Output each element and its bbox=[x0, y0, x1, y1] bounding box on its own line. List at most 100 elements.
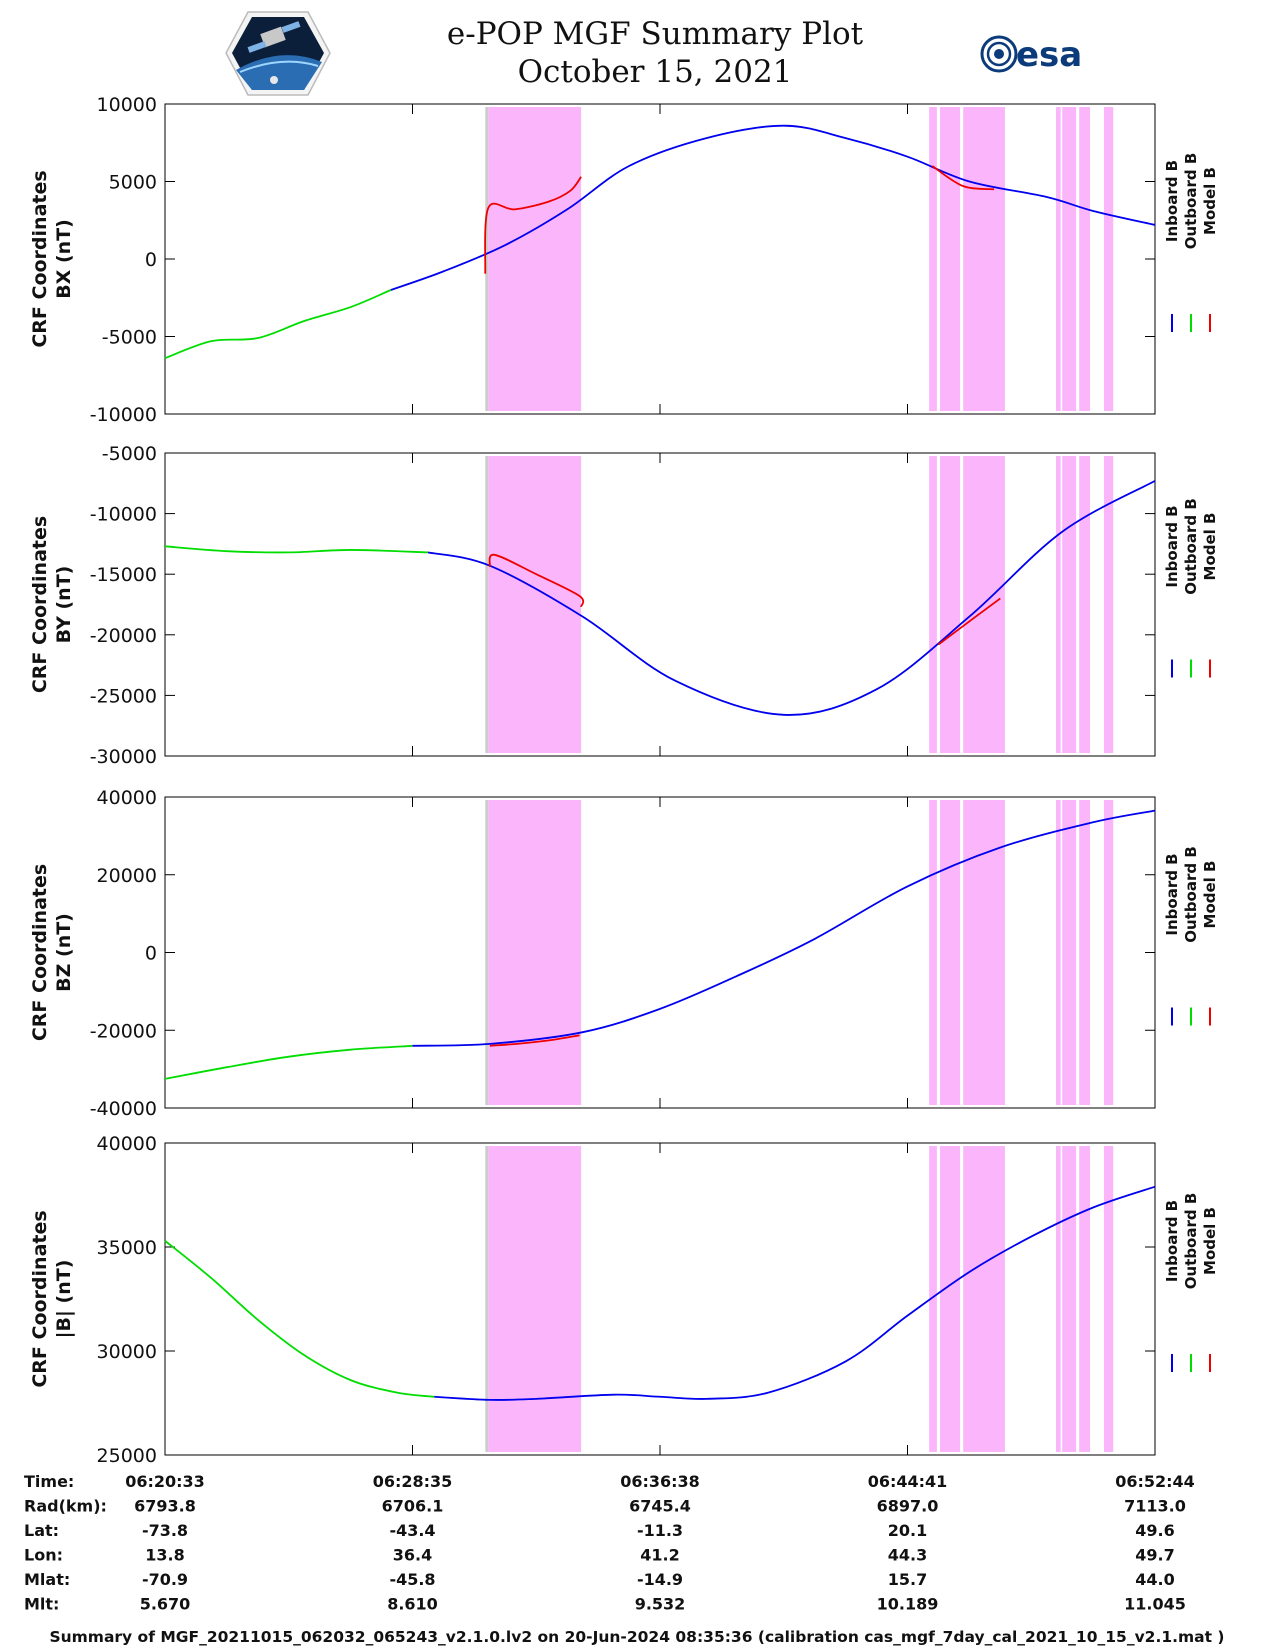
y-axis-label: CRF Coordinates bbox=[29, 1210, 51, 1387]
shaded-interval bbox=[929, 800, 937, 1105]
y-axis-unit-label: BX (nT) bbox=[53, 219, 75, 299]
shaded-interval bbox=[1062, 800, 1077, 1105]
shaded-interval bbox=[1079, 1146, 1091, 1452]
shaded-interval bbox=[929, 456, 937, 753]
shaded-interval bbox=[939, 1146, 961, 1452]
series-line-outboard bbox=[164, 1044, 413, 1080]
table-cell: 11.045 bbox=[1124, 1595, 1186, 1614]
shaded-interval bbox=[1062, 1146, 1077, 1452]
shaded-interval-edge bbox=[485, 800, 489, 1105]
shaded-interval bbox=[939, 107, 961, 411]
table-cell: 10.189 bbox=[877, 1595, 939, 1614]
y-tick-label: 35000 bbox=[97, 1237, 157, 1259]
series-line-outboard bbox=[164, 1240, 435, 1398]
y-tick-label: 10000 bbox=[97, 94, 157, 116]
table-cell: 06:20:33 bbox=[125, 1472, 205, 1491]
table-row-label: Mlat: bbox=[24, 1570, 70, 1589]
y-tick-label: 0 bbox=[145, 943, 157, 965]
table-cell: 20.1 bbox=[888, 1521, 927, 1540]
y-tick-label: 40000 bbox=[97, 787, 157, 809]
legend-label-outboard: Outboard B bbox=[1182, 846, 1200, 943]
y-tick-label: 20000 bbox=[97, 865, 157, 887]
table-cell: 15.7 bbox=[888, 1570, 927, 1589]
plot-date: October 15, 2021 bbox=[518, 54, 793, 90]
series-line-outboard bbox=[164, 289, 392, 360]
cassiope-logo bbox=[225, 11, 331, 96]
legend-label-outboard: Outboard B bbox=[1182, 498, 1200, 595]
table-cell: -14.9 bbox=[637, 1570, 683, 1589]
y-axis-unit-label: |B| (nT) bbox=[53, 1260, 75, 1339]
panel-2: -40000 -20000 0 20000 40000 CRF Coordinates BZ… bbox=[29, 787, 1219, 1120]
table-cell: -70.9 bbox=[142, 1570, 188, 1589]
panel-frame bbox=[164, 1142, 1156, 1456]
table-cell: -43.4 bbox=[389, 1521, 435, 1540]
series-line-inboard bbox=[412, 809, 1156, 1047]
panel-frame bbox=[164, 796, 1156, 1109]
shaded-interval bbox=[488, 1146, 582, 1452]
panel-1: -30000 -25000 -20000 -15000 -10000 -5000 CRF C… bbox=[29, 443, 1219, 768]
shaded-interval bbox=[1079, 456, 1091, 753]
legend-label-inboard: Inboard B bbox=[1163, 1200, 1181, 1282]
table-cell: 6706.1 bbox=[382, 1497, 444, 1516]
legend-label-model: Model B bbox=[1201, 167, 1219, 235]
legend-label-model: Model B bbox=[1201, 1207, 1219, 1275]
panel-frame bbox=[164, 452, 1156, 757]
y-tick-label: 0 bbox=[145, 249, 157, 271]
y-tick-label: -15000 bbox=[90, 564, 157, 586]
series-line-model bbox=[931, 165, 995, 191]
y-tick-label: -20000 bbox=[90, 1020, 157, 1042]
table-cell: 7113.0 bbox=[1124, 1497, 1186, 1516]
shaded-interval bbox=[963, 800, 1005, 1105]
y-axis-unit-label: BY (nT) bbox=[53, 566, 75, 644]
shaded-interval bbox=[488, 800, 582, 1105]
shaded-interval-edge bbox=[485, 456, 489, 753]
shaded-interval-edge bbox=[485, 107, 489, 411]
series-line-model bbox=[484, 176, 582, 274]
y-tick-label: 30000 bbox=[97, 1341, 157, 1363]
table-row-label: Lat: bbox=[24, 1521, 59, 1540]
shaded-interval bbox=[1079, 107, 1091, 411]
y-axis-label: CRF Coordinates bbox=[29, 864, 51, 1041]
shaded-interval-edge bbox=[485, 1146, 489, 1452]
y-tick-label: -5000 bbox=[102, 327, 157, 349]
y-tick-label: -20000 bbox=[90, 625, 157, 647]
table-cell: 06:52:44 bbox=[1115, 1472, 1195, 1491]
series-line-inboard bbox=[427, 480, 1156, 716]
panel-0: -10000 -5000 0 5000 10000 CRF Coordinates BX (… bbox=[29, 94, 1219, 426]
series-line-model bbox=[937, 597, 1001, 646]
table-cell: -73.8 bbox=[142, 1521, 188, 1540]
legend-label-inboard: Inboard B bbox=[1163, 505, 1181, 587]
shaded-interval bbox=[939, 800, 961, 1105]
legend-label-outboard: Outboard B bbox=[1182, 153, 1200, 250]
shaded-interval bbox=[929, 107, 937, 411]
table-cell: 5.670 bbox=[140, 1595, 191, 1614]
table-cell: 6793.8 bbox=[134, 1497, 196, 1516]
shaded-interval bbox=[1103, 107, 1114, 411]
panel-3: 25000 30000 35000 40000 CRF Coordinates |B| (… bbox=[29, 1133, 1219, 1467]
legend-label-model: Model B bbox=[1201, 513, 1219, 581]
shaded-interval bbox=[488, 456, 582, 753]
shaded-interval bbox=[963, 107, 1005, 411]
y-tick-label: -5000 bbox=[102, 443, 157, 465]
shaded-interval bbox=[1062, 107, 1077, 411]
table-row-label: Time: bbox=[24, 1472, 74, 1491]
esa-logo: esa bbox=[980, 35, 1082, 75]
y-axis-label: CRF Coordinates bbox=[29, 170, 51, 347]
shaded-interval bbox=[1056, 800, 1061, 1105]
series-line-inboard bbox=[390, 124, 1156, 291]
panel-frame bbox=[164, 103, 1156, 415]
y-tick-label: 40000 bbox=[97, 1133, 157, 1155]
table-cell: 44.0 bbox=[1135, 1570, 1174, 1589]
shaded-interval bbox=[963, 1146, 1005, 1452]
table-cell: 49.7 bbox=[1135, 1546, 1174, 1565]
shaded-interval bbox=[929, 1146, 937, 1452]
shaded-interval bbox=[1062, 456, 1077, 753]
legend-label-inboard: Inboard B bbox=[1163, 160, 1181, 242]
table-cell: -11.3 bbox=[637, 1521, 683, 1540]
legend-label-outboard: Outboard B bbox=[1182, 1193, 1200, 1290]
y-axis-unit-label: BZ (nT) bbox=[53, 913, 75, 992]
shaded-interval bbox=[939, 456, 961, 753]
y-tick-label: -40000 bbox=[90, 1098, 157, 1120]
